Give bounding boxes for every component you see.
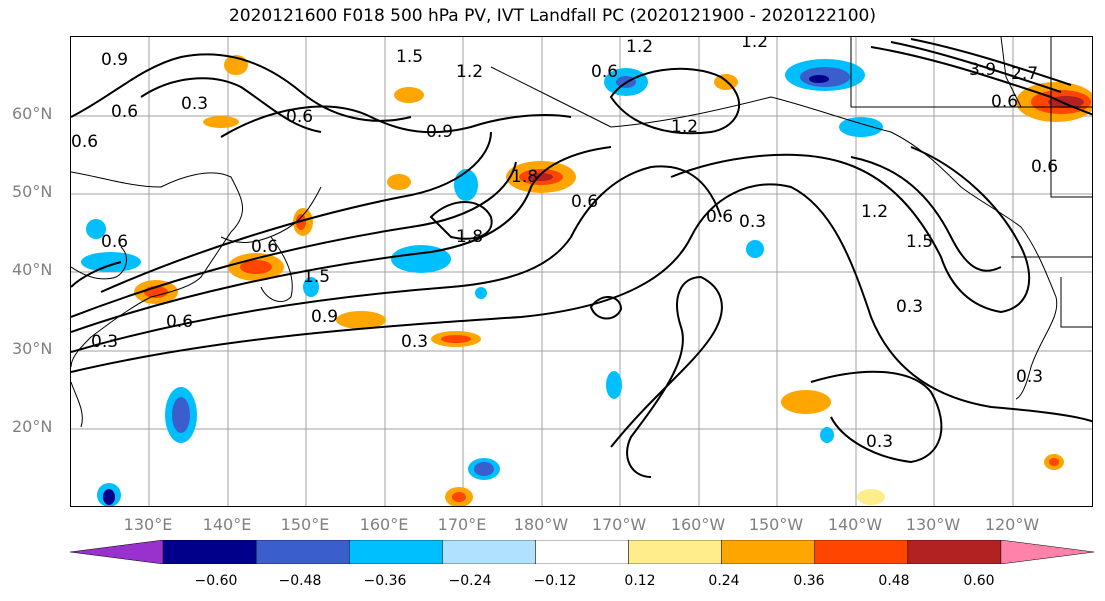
contour-label: 0.6 [71,132,98,152]
contour-labels: 0.9 1.5 1.2 1.2 0.3 0.6 0.6 0.6 1.2 1.8 … [71,37,1058,452]
colorbar-extend-high [1000,540,1094,564]
colorbar-tick: 0.36 [793,573,825,589]
lon-label: 170°E [437,515,487,534]
map-canvas: 0.9 1.5 1.2 1.2 0.3 0.6 0.6 0.6 1.2 1.8 … [71,37,1092,506]
contour-label: 3.9 [969,60,996,80]
lon-label: 170°W [591,515,647,534]
colorbar-segment [535,540,629,564]
contour-label: 1.8 [456,227,483,247]
contour-label: 0.6 [101,232,128,252]
colorbar-segment [162,540,257,564]
colorbar-tick: 0.48 [878,573,910,589]
contour-label: 0.3 [739,212,766,232]
contour-label: 0.6 [251,237,278,257]
colorbar-tick: −0.60 [194,573,238,589]
colorbar-tick: 0.60 [963,573,995,589]
colorbar-segment [628,540,722,564]
lon-label: 160°W [670,515,726,534]
map-title: 2020121600 F018 500 hPa PV, IVT Landfall… [228,6,876,26]
contour-label: 1.5 [303,267,330,287]
lat-label: 50°N [12,182,53,201]
colorbar-segment [255,540,350,564]
contour-label: 0.6 [111,102,138,122]
contour-label: 0.6 [706,207,733,227]
contour-label: 1.2 [741,37,768,52]
lat-label: 40°N [12,260,53,279]
contour-label: 1.8 [511,167,538,187]
colorbar-tick: 0.12 [624,573,656,589]
colorbar-segment [349,540,443,564]
contour-label: 0.6 [991,92,1018,112]
contour-label: 1.2 [456,62,483,82]
colorbar-tick: −0.24 [448,573,492,589]
contour-label: 2.7 [1011,64,1038,84]
lat-label: 30°N [12,339,53,358]
contour-label: 0.6 [286,107,313,127]
map-panel: 0.9 1.5 1.2 1.2 0.3 0.6 0.6 0.6 1.2 1.8 … [70,36,1093,507]
contour-label: 0.3 [401,332,428,352]
lon-label: 160°E [359,515,409,534]
contour-label: 0.6 [1031,157,1058,177]
colorbar-segment [721,540,815,564]
pv-contours [71,38,1092,478]
lon-label: 130°W [905,515,961,534]
contour-label: 1.2 [626,37,653,57]
colorbar-extend-low [70,540,164,564]
colorbar-tick: −0.12 [533,573,577,589]
colorbar-segment [814,540,909,564]
lon-label: 150°E [280,515,330,534]
contour-label: 0.9 [101,50,128,70]
contour-label: 1.5 [396,47,423,67]
colorbar-segment [907,540,1002,564]
colorbar-segment [442,540,536,564]
contour-label: 0.3 [1016,367,1043,387]
lon-label: 150°W [748,515,804,534]
contour-label: 1.2 [671,117,698,137]
lat-label: 60°N [12,104,53,123]
contour-label: 0.3 [181,94,208,114]
colorbar [70,540,1094,564]
lon-label: 130°E [123,515,173,534]
ivt-shading [81,55,1092,506]
contour-label: 0.6 [591,62,618,82]
lon-label: 120°W [984,515,1040,534]
lon-label: 140°W [827,515,883,534]
contour-label: 0.3 [91,332,118,352]
colorbar-tick: 0.24 [708,573,740,589]
contour-label: 0.6 [571,192,598,212]
contour-label: 0.9 [426,122,453,142]
contour-label: 0.3 [896,297,923,317]
contour-label: 0.9 [311,307,338,327]
lat-label: 20°N [12,417,53,436]
contour-label: 1.5 [906,232,933,252]
lon-label: 140°E [202,515,252,534]
colorbar-tick: −0.36 [363,573,407,589]
lon-label: 180°W [513,515,569,534]
colorbar-tick: −0.48 [278,573,322,589]
coastlines [71,37,1092,428]
contour-label: 0.3 [866,432,893,452]
contour-label: 0.6 [166,312,193,332]
contour-label: 1.2 [861,202,888,222]
